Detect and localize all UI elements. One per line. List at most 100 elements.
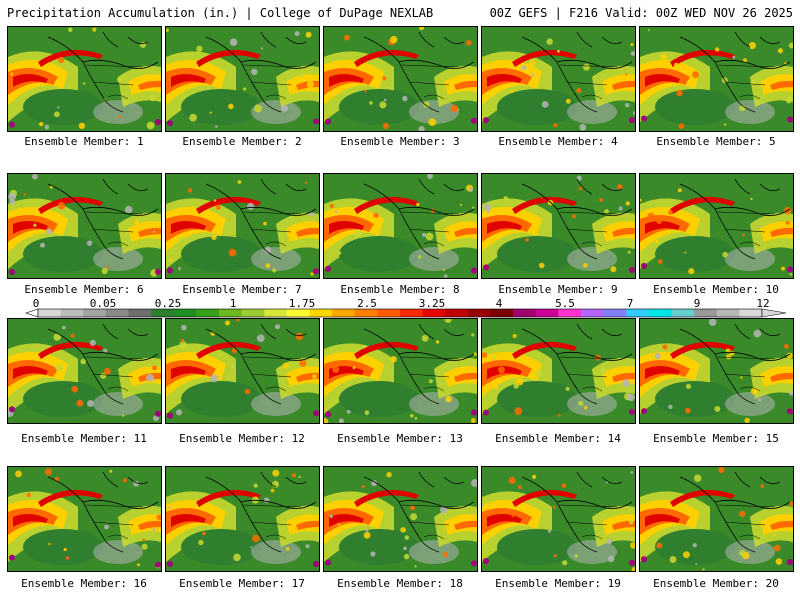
ensemble-map-panel bbox=[323, 318, 478, 424]
ensemble-member-label: Ensemble Member: 19 bbox=[495, 577, 621, 590]
colorbar-left-arrow bbox=[25, 308, 39, 318]
colorbar-swatch bbox=[332, 309, 356, 317]
precipitation-map bbox=[324, 467, 477, 571]
precipitation-map bbox=[640, 174, 793, 278]
ensemble-member-label: Ensemble Member: 10 bbox=[653, 283, 779, 296]
colorbar-swatch bbox=[241, 309, 265, 317]
colorbar-swatch bbox=[648, 309, 672, 317]
colorbar-tick-label: 7 bbox=[627, 297, 634, 310]
model-run-valid-time: 00Z GEFS | F216 Valid: 00Z WED NOV 26 20… bbox=[489, 6, 793, 20]
ensemble-map-panel bbox=[165, 466, 320, 572]
colorbar-swatch bbox=[626, 309, 650, 317]
ensemble-map-panel bbox=[7, 173, 162, 279]
ensemble-map-panel bbox=[323, 466, 478, 572]
precipitation-map bbox=[8, 27, 161, 131]
precipitation-colorbar: 0 0.05 0.25 1 1.75 2.5 3.25 4 5.5 7 9 12 bbox=[25, 297, 787, 318]
colorbar-swatch bbox=[38, 309, 61, 317]
colorbar-right-arrow bbox=[761, 308, 787, 318]
ensemble-map-panel bbox=[481, 173, 636, 279]
colorbar-tick-label: 0.25 bbox=[155, 297, 182, 310]
colorbar-swatch bbox=[196, 309, 220, 317]
ensemble-member-label: Ensemble Member: 16 bbox=[21, 577, 147, 590]
ensemble-member-label: Ensemble Member: 12 bbox=[179, 432, 305, 445]
ensemble-member-label: Ensemble Member: 3 bbox=[340, 135, 460, 148]
precipitation-map bbox=[482, 467, 635, 571]
ensemble-map-panel bbox=[7, 26, 162, 132]
ensemble-map-panel bbox=[165, 173, 320, 279]
colorbar-swatch bbox=[286, 309, 310, 317]
colorbar-swatch bbox=[467, 309, 491, 317]
precipitation-map bbox=[640, 27, 793, 131]
colorbar-swatch bbox=[422, 309, 446, 317]
colorbar-swatch bbox=[716, 309, 740, 317]
precipitation-map bbox=[166, 27, 319, 131]
ensemble-member-label: Ensemble Member: 5 bbox=[656, 135, 776, 148]
precipitation-map bbox=[324, 27, 477, 131]
colorbar-swatch bbox=[535, 309, 559, 317]
ensemble-member-label: Ensemble Member: 6 bbox=[24, 283, 144, 296]
ensemble-member-label: Ensemble Member: 1 bbox=[24, 135, 144, 148]
ensemble-member-label: Ensemble Member: 14 bbox=[495, 432, 621, 445]
ensemble-map-panel bbox=[7, 466, 162, 572]
ensemble-map-panel bbox=[323, 173, 478, 279]
colorbar-swatch bbox=[671, 309, 695, 317]
ensemble-map-panel bbox=[481, 466, 636, 572]
colorbar-swatch bbox=[105, 309, 129, 317]
ensemble-member-label: Ensemble Member: 17 bbox=[179, 577, 305, 590]
precipitation-map bbox=[482, 319, 635, 423]
precipitation-map bbox=[482, 27, 635, 131]
colorbar-swatch bbox=[151, 309, 175, 317]
colorbar-swatch bbox=[219, 309, 242, 317]
ensemble-map-panel bbox=[481, 26, 636, 132]
ensemble-map-panel bbox=[639, 318, 794, 424]
ensemble-member-label: Ensemble Member: 18 bbox=[337, 577, 463, 590]
colorbar-tick-label: 0 bbox=[33, 297, 40, 310]
colorbar-tick-label: 1.75 bbox=[289, 297, 316, 310]
colorbar-tick-label: 12 bbox=[756, 297, 769, 310]
colorbar-swatch bbox=[83, 309, 107, 317]
colorbar-swatch bbox=[128, 309, 152, 317]
precipitation-map bbox=[8, 319, 161, 423]
colorbar-swatch bbox=[400, 309, 423, 317]
ensemble-member-label: Ensemble Member: 11 bbox=[21, 432, 147, 445]
ensemble-member-label: Ensemble Member: 9 bbox=[498, 283, 618, 296]
colorbar-swatch bbox=[581, 309, 604, 317]
ensemble-member-label: Ensemble Member: 7 bbox=[182, 283, 302, 296]
colorbar-swatch bbox=[60, 309, 84, 317]
ensemble-map-panel bbox=[639, 26, 794, 132]
precipitation-map bbox=[8, 467, 161, 571]
colorbar-tick-label: 0.05 bbox=[90, 297, 117, 310]
precipitation-map bbox=[482, 174, 635, 278]
colorbar-swatch bbox=[377, 309, 401, 317]
ensemble-map-panel bbox=[165, 318, 320, 424]
ensemble-member-label: Ensemble Member: 4 bbox=[498, 135, 618, 148]
ensemble-member-label: Ensemble Member: 15 bbox=[653, 432, 779, 445]
colorbar-swatch bbox=[558, 309, 582, 317]
precipitation-map bbox=[8, 174, 161, 278]
colorbar-swatch bbox=[445, 309, 469, 317]
colorbar-tick-label: 3.25 bbox=[419, 297, 446, 310]
colorbar-swatch bbox=[354, 309, 378, 317]
ensemble-member-label: Ensemble Member: 2 bbox=[182, 135, 302, 148]
ensemble-member-label: Ensemble Member: 8 bbox=[340, 283, 460, 296]
colorbar-swatch bbox=[173, 309, 197, 317]
colorbar-tick-label: 2.5 bbox=[357, 297, 377, 310]
colorbar-tick-label: 1 bbox=[230, 297, 237, 310]
ensemble-map-panel bbox=[323, 26, 478, 132]
colorbar-tick-label: 9 bbox=[694, 297, 701, 310]
precipitation-map bbox=[640, 467, 793, 571]
precipitation-map bbox=[166, 174, 319, 278]
colorbar-swatch bbox=[603, 309, 627, 317]
precipitation-map bbox=[324, 319, 477, 423]
ensemble-member-label: Ensemble Member: 20 bbox=[653, 577, 779, 590]
colorbar-swatch bbox=[694, 309, 718, 317]
ensemble-map-panel bbox=[639, 173, 794, 279]
ensemble-map-panel bbox=[481, 318, 636, 424]
colorbar-swatch bbox=[264, 309, 288, 317]
colorbar-swatch bbox=[490, 309, 514, 317]
ensemble-member-label: Ensemble Member: 13 bbox=[337, 432, 463, 445]
colorbar-swatch bbox=[309, 309, 333, 317]
ensemble-map-panel bbox=[639, 466, 794, 572]
chart-title: Precipitation Accumulation (in.) | Colle… bbox=[7, 6, 434, 20]
colorbar-tick-label: 5.5 bbox=[555, 297, 575, 310]
